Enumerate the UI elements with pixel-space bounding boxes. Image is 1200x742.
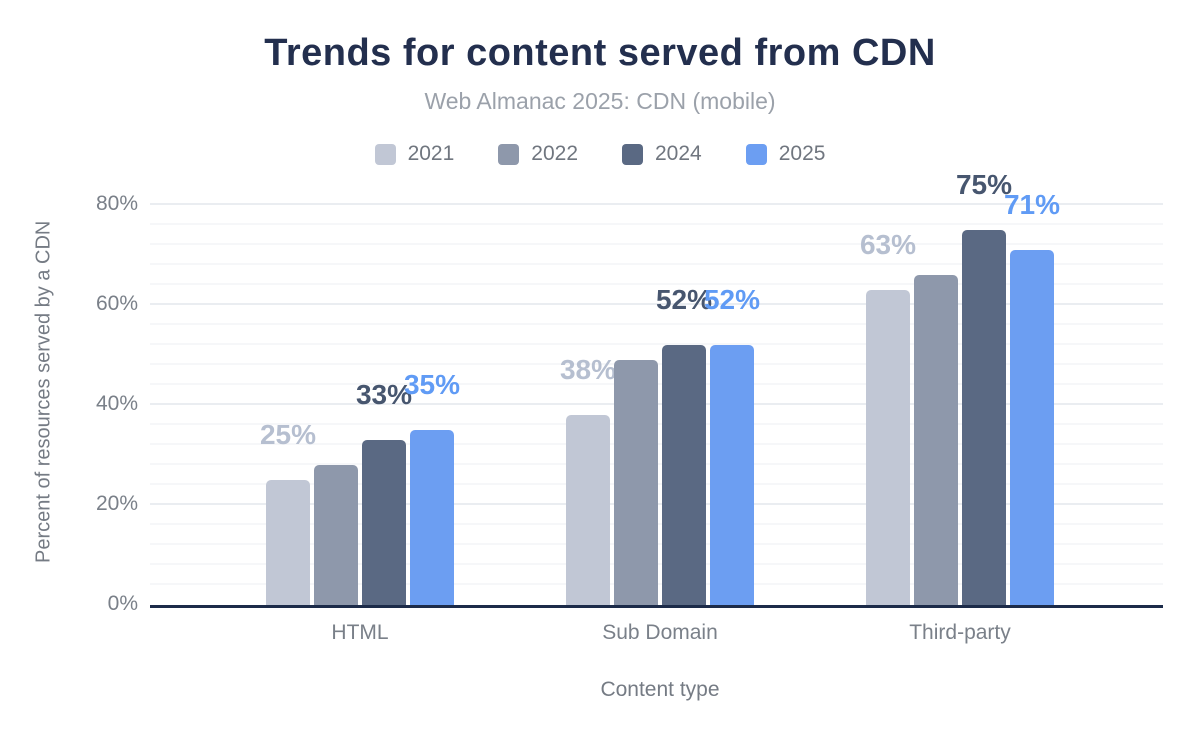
bar-2022-Third-party [914, 275, 958, 605]
minor-gridline [150, 323, 1163, 325]
data-label-2021-Sub Domain: 38% [559, 354, 617, 385]
plot-area: 0% 20% 40% 60% 80% HTML Sub Domain Third-party 2… [96, 171, 1163, 644]
bar-2024-HTML [362, 440, 406, 605]
chart-subtitle: Web Almanac 2025: CDN (mobile) [424, 88, 776, 114]
legend-label: 2024 [655, 142, 702, 165]
data-label-2021-HTML: 25% [259, 419, 317, 450]
bar-2021-Third-party [866, 290, 910, 605]
data-label-2024-HTML: 33% [355, 379, 413, 410]
minor-gridline [150, 223, 1163, 225]
data-label-2021-Third-party: 63% [859, 229, 917, 260]
x-category-label: HTML [331, 621, 389, 644]
legend-swatch-2024 [622, 143, 643, 165]
x-category-label: Sub Domain [602, 621, 718, 644]
y-tick-label: 80% [95, 192, 138, 215]
legend-label: 2021 [407, 142, 455, 165]
y-tick-label: 40% [95, 392, 138, 415]
major-gridline [150, 303, 1163, 305]
legend-item-2022[interactable]: 2022 [498, 142, 578, 166]
bar-2024-Sub Domain [662, 345, 706, 605]
legend-swatch-2022 [498, 143, 520, 165]
legend-label: 2025 [778, 142, 826, 165]
chart-title: Trends for content served from CDN [264, 32, 936, 74]
bar-2021-HTML [266, 480, 310, 605]
data-label-2024-Third-party: 75% [955, 169, 1013, 200]
x-axis-title: Content type [600, 678, 720, 701]
data-label-2024-Sub Domain: 52% [655, 284, 713, 315]
bar-2022-Sub Domain [614, 360, 658, 605]
legend-label: 2022 [531, 142, 578, 165]
legend: 2021 2022 2024 2025 [0, 142, 1200, 166]
minor-gridline [150, 263, 1163, 265]
data-label-2025-Sub Domain: 52% [703, 284, 761, 315]
x-category-label: Third-party [909, 621, 1011, 644]
major-gridline [150, 203, 1163, 205]
legend-item-2025[interactable]: 2025 [745, 142, 826, 166]
bar-2021-Sub Domain [566, 415, 610, 605]
minor-gridline [150, 283, 1163, 285]
y-tick-label: 60% [95, 292, 138, 315]
legend-swatch-2021 [374, 143, 396, 165]
legend-item-2024[interactable]: 2024 [622, 142, 702, 166]
data-label-2025-Third-party: 71% [1003, 189, 1061, 220]
bar-2025-Sub Domain [710, 345, 754, 605]
bar-2022-HTML [314, 465, 358, 605]
y-tick-label: 0% [107, 592, 138, 615]
minor-gridline [150, 243, 1163, 245]
legend-swatch-2025 [745, 143, 767, 165]
y-tick-label: 20% [95, 492, 138, 515]
data-label-2025-HTML: 35% [403, 369, 461, 400]
legend-item-2021[interactable]: 2021 [374, 142, 455, 166]
bar-2024-Third-party [962, 230, 1006, 605]
bar-2025-HTML [410, 430, 454, 605]
bar-2025-Third-party [1010, 250, 1054, 605]
minor-gridline [150, 343, 1163, 345]
